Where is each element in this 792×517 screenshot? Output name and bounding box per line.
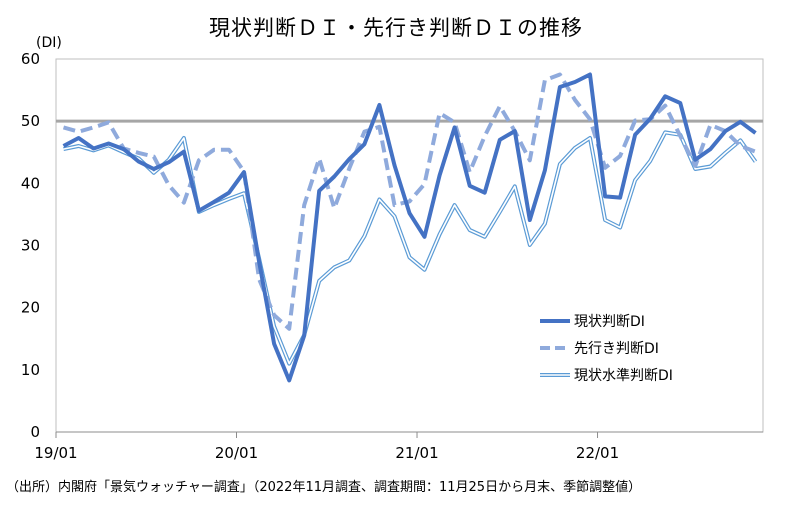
x-tick-label: 21/01 — [395, 444, 438, 462]
x-tick-label: 22/01 — [576, 444, 619, 462]
x-tick-label: 20/01 — [215, 444, 258, 462]
legend-label: 現状判断DI — [574, 314, 645, 330]
y-tick-label: 20 — [21, 299, 40, 317]
x-tick-label: 19/01 — [34, 444, 77, 462]
y-tick-label: 30 — [21, 237, 40, 255]
y-tick-label: 60 — [21, 50, 40, 68]
chart-title: 現状判断ＤＩ・先行き判断ＤＩの推移 — [209, 16, 583, 40]
legend-label: 先行き判断DI — [574, 341, 659, 357]
legend: 現状判断DI 先行き判断DI 現状水準判断DI — [540, 314, 673, 384]
series-line-genjo-suijun-outer — [63, 130, 758, 366]
y-tick-label: 50 — [21, 112, 40, 130]
series-line-sakiyuki — [62, 72, 757, 331]
axes: 0 10 20 30 40 50 60 19/01 20/01 21/01 22/01 — [21, 50, 764, 462]
series-layer — [62, 72, 758, 383]
y-tick-label: 40 — [21, 174, 40, 192]
source-note: （出所）内閣府「景気ウォッチャー調査」（2022年11月調査、調査期間：11月2… — [6, 480, 642, 495]
y-axis-unit-label: (DI) — [36, 35, 62, 51]
legend-label: 現状水準判断DI — [574, 368, 673, 384]
y-tick-label: 0 — [30, 423, 40, 441]
series-line-genjo-suijun-inner — [63, 131, 757, 365]
series-line-genjo — [62, 72, 757, 383]
y-tick-label: 10 — [21, 361, 40, 379]
